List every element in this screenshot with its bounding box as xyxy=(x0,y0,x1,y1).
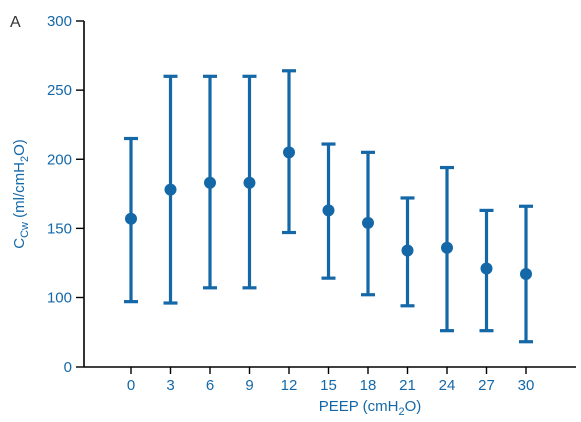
x-tick-label: 24 xyxy=(439,377,456,394)
y-tick-label: 150 xyxy=(47,220,72,237)
x-tick-label: 15 xyxy=(320,377,337,394)
x-tick-label: 0 xyxy=(127,377,135,394)
marks-layer xyxy=(124,69,533,344)
panel-label: A xyxy=(10,14,21,31)
y-tick-label: 100 xyxy=(47,290,72,307)
data-point xyxy=(362,216,374,229)
data-point xyxy=(164,183,177,196)
x-tick-label: 9 xyxy=(245,377,253,394)
data-point xyxy=(520,267,532,280)
x-tick-label: 27 xyxy=(478,377,495,394)
data-point xyxy=(125,212,137,225)
data-point xyxy=(322,204,335,217)
data-point xyxy=(401,244,414,257)
axes-layer xyxy=(83,21,576,368)
ticks-layer: 0 100 150 200 250 300 0 3 6 9 12 15 18 21 24 27 30 xyxy=(47,13,534,394)
x-tick-label: 12 xyxy=(281,377,298,394)
x-tick-label: 30 xyxy=(518,377,535,394)
x-tick-label: 21 xyxy=(399,377,416,394)
x-tick-label: 6 xyxy=(206,377,214,394)
data-point xyxy=(480,262,493,275)
x-tick-label: 18 xyxy=(360,377,377,394)
y-tick-label: 250 xyxy=(47,82,72,99)
panel-layer: A xyxy=(10,14,21,31)
y-axis-title: CCw (ml/cmH2O) xyxy=(11,139,31,249)
y-tick-label: 0 xyxy=(64,359,72,376)
labels-layer: PEEP (cmH2O) CCw (ml/cmH2O) xyxy=(11,139,421,418)
y-tick-label: 200 xyxy=(47,151,72,168)
y-tick-label: 300 xyxy=(47,13,72,30)
data-point xyxy=(204,176,216,189)
data-point xyxy=(283,146,295,159)
x-axis-title: PEEP (cmH2O) xyxy=(319,398,422,418)
data-point xyxy=(441,241,453,254)
x-tick-label: 3 xyxy=(166,377,174,394)
data-point xyxy=(243,176,256,189)
